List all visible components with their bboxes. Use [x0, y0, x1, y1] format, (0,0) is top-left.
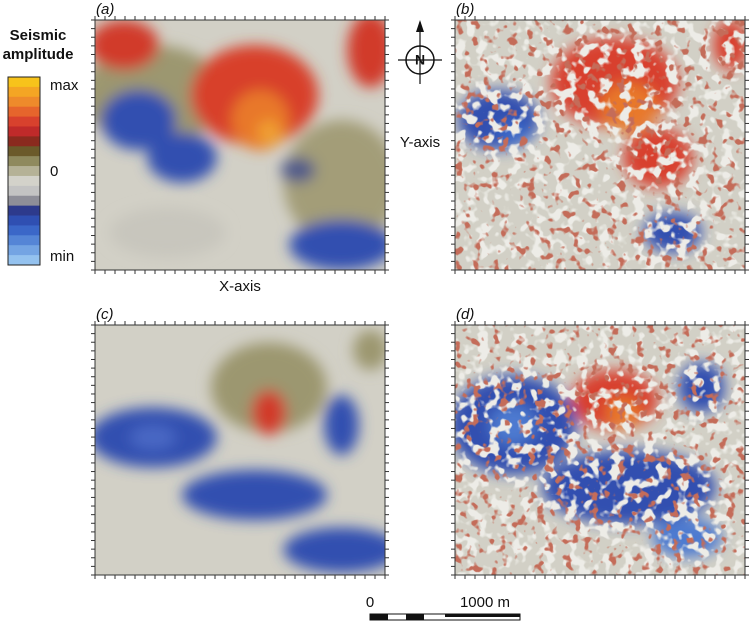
colorbar-swatch	[8, 255, 40, 266]
colorbar-label: min	[50, 248, 74, 265]
colorbar-swatch	[8, 136, 40, 147]
panel-label: (c)	[96, 306, 114, 323]
amplitude-region	[347, 20, 385, 88]
map-texture	[455, 325, 745, 575]
amplitude-region	[251, 390, 287, 435]
colorbar-swatch	[8, 245, 40, 256]
panel-label: (b)	[456, 1, 474, 18]
colorbar-swatch	[8, 126, 40, 137]
colorbar-swatch	[8, 205, 40, 217]
map-blobs	[95, 20, 385, 270]
colorbar-swatch	[8, 146, 40, 157]
map-frame	[94, 324, 386, 576]
north-arrow: N	[398, 20, 442, 84]
panels: (a) (b) (c) (d)	[91, 1, 749, 579]
amplitude-map	[455, 20, 745, 270]
colorbar	[8, 77, 40, 266]
amplitude-region	[231, 90, 290, 150]
map-frame	[94, 19, 386, 271]
colorbar-swatch	[8, 215, 40, 226]
amplitude-region	[280, 157, 316, 183]
amplitude-region	[324, 395, 359, 455]
panel-label: (d)	[456, 306, 474, 323]
scale-bar	[369, 613, 521, 621]
amplitude-region	[147, 132, 217, 183]
amplitude-map	[455, 325, 745, 575]
amplitude-region	[289, 220, 385, 270]
colorbar-label: max	[50, 77, 79, 94]
amplitude-region	[182, 470, 327, 520]
x-axis-label: X-axis	[219, 278, 261, 295]
panel-label: (a)	[96, 1, 114, 18]
scale-end: 1000 m	[460, 594, 510, 611]
amplitude-map	[95, 325, 385, 575]
map-frame	[454, 324, 746, 576]
colorbar-swatch	[8, 225, 40, 236]
colorbar-swatch	[8, 195, 40, 207]
amplitude-region	[129, 425, 177, 450]
colorbar-title: amplitude	[3, 46, 74, 63]
map-blobs	[95, 330, 385, 573]
colorbar-swatch	[8, 106, 40, 118]
y-axis-label: Y-axis	[400, 134, 440, 151]
colorbar-swatch	[8, 116, 40, 127]
amplitude-region	[283, 527, 385, 573]
map-frame	[454, 19, 746, 271]
amplitude-region	[283, 120, 385, 245]
colorbar-swatch	[8, 175, 40, 187]
amplitude-region	[100, 90, 177, 150]
colorbar-label: 0	[50, 163, 58, 180]
amplitude-map	[95, 20, 385, 270]
amplitude-region	[257, 120, 281, 145]
amplitude-region	[211, 342, 327, 433]
colorbar-title: Seismic	[10, 27, 67, 44]
scale-start: 0	[366, 594, 374, 611]
colorbar-swatch	[8, 96, 40, 108]
map-texture	[455, 20, 745, 270]
colorbar-swatch	[8, 77, 40, 88]
north-label: N	[415, 52, 425, 68]
colorbar-swatch	[8, 185, 40, 197]
amplitude-region	[95, 20, 159, 70]
colorbar-swatch	[8, 86, 40, 98]
amplitude-region	[353, 330, 385, 370]
colorbar-swatch	[8, 235, 40, 246]
colorbar-swatch	[8, 156, 40, 167]
colorbar-swatch	[8, 166, 40, 177]
amplitude-region	[109, 207, 226, 258]
colorbar-frame	[7, 76, 41, 266]
